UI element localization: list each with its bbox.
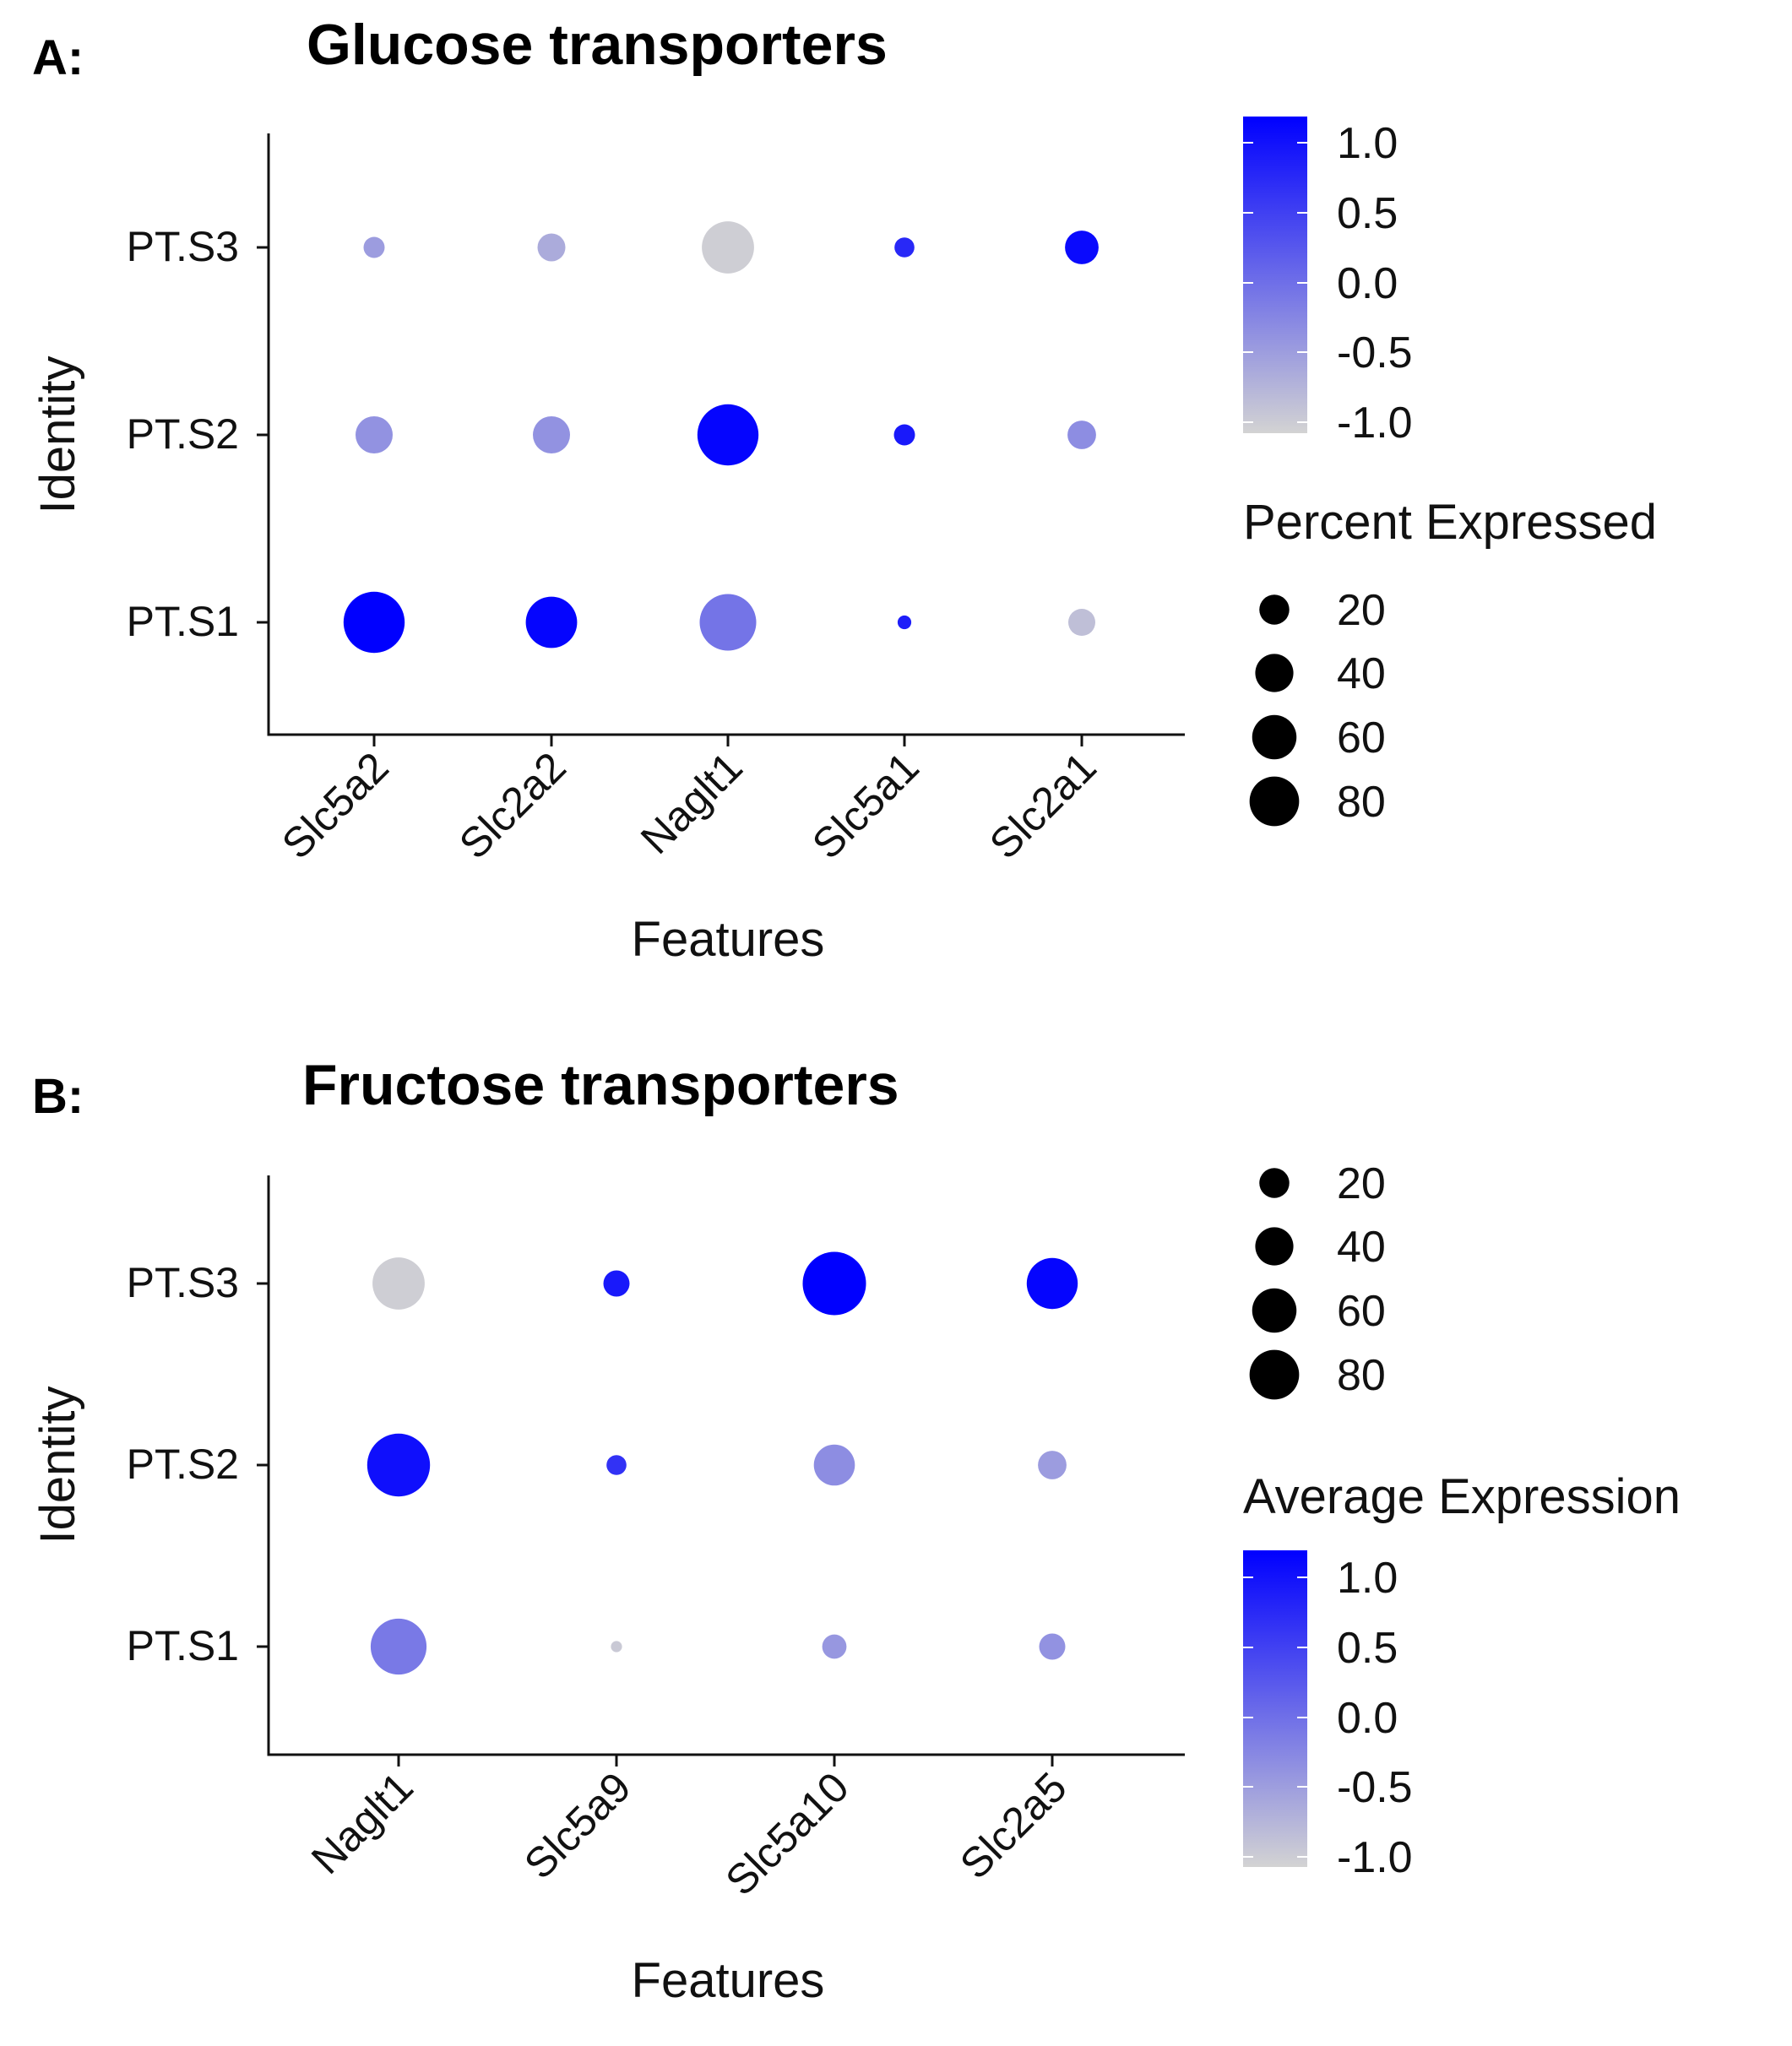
dot-naglt1-pt-s1 <box>370 1618 427 1675</box>
panel-b-color-legend-title: Average Expression <box>1243 1469 1681 1524</box>
panel-b-ytick-label: PT.S1 <box>127 1622 239 1669</box>
dot-slc5a9-pt-s3 <box>603 1270 630 1297</box>
dot-slc5a2-pt-s2 <box>356 416 393 453</box>
panel-b-ytick-label: PT.S2 <box>127 1441 239 1488</box>
panel-b-color-tick: 1.0 <box>1337 1554 1398 1603</box>
panel-b-colorbar-ticks <box>1243 1577 1307 1858</box>
panel-b-dots <box>367 1251 1078 1675</box>
panel-a-color-tick: 0.5 <box>1337 189 1398 238</box>
panel-b-label: B: <box>32 1069 84 1124</box>
dot-slc5a2-pt-s3 <box>363 236 385 258</box>
panel-a-color-tick: -1.0 <box>1337 399 1413 448</box>
panel-a-colorbar-ticks <box>1243 142 1307 423</box>
dot-slc2a1-pt-s1 <box>1068 609 1095 636</box>
dot-slc5a9-pt-s2 <box>606 1455 627 1475</box>
dot-slc2a5-pt-s2 <box>1038 1451 1067 1479</box>
panel-a-y-ticks <box>257 246 269 624</box>
dot-slc2a5-pt-s3 <box>1026 1257 1078 1310</box>
panel-a-axes <box>267 133 1185 736</box>
panel-a-xtick-label: Slc5a2 <box>273 743 398 868</box>
size-legend-dot <box>1249 1349 1300 1400</box>
panel-b-xtick-label: Naglt1 <box>302 1763 422 1883</box>
dot-slc2a2-pt-s1 <box>525 596 578 649</box>
size-legend-dot <box>1259 594 1290 625</box>
dot-slc5a1-pt-s1 <box>897 615 912 630</box>
panel-b-size-legend: 20 40 60 80 <box>1249 1159 1386 1400</box>
panel-a-size-legend-title: Percent Expressed <box>1243 495 1657 550</box>
dot-slc5a1-pt-s2 <box>893 424 915 446</box>
panel-a-size-value: 20 <box>1337 586 1386 635</box>
dot-slc2a1-pt-s2 <box>1067 421 1096 449</box>
panel-b-y-ticks <box>257 1282 269 1648</box>
panel-b: B: Fructose transporters PT.S1 PT.S2 PT.… <box>30 1053 1681 2008</box>
panel-b-xtick-label: Slc5a10 <box>716 1763 857 1904</box>
panel-a-ytick-label: PT.S1 <box>127 598 239 645</box>
panel-b-x-axis-title: Features <box>632 1953 825 2008</box>
dot-slc2a2-pt-s3 <box>537 233 566 262</box>
panel-a-size-value: 80 <box>1337 778 1386 827</box>
panel-b-size-value: 80 <box>1337 1351 1386 1400</box>
panel-b-size-value: 40 <box>1337 1223 1386 1272</box>
dot-slc5a1-pt-s3 <box>894 237 915 258</box>
panel-b-colorbar <box>1243 1550 1307 1867</box>
panel-b-color-tick: -0.5 <box>1337 1763 1413 1812</box>
panel-b-size-value: 20 <box>1337 1159 1386 1208</box>
panel-a-size-value: 40 <box>1337 649 1386 698</box>
panel-a-ytick-label: PT.S2 <box>127 410 239 458</box>
panel-a-colorbar <box>1243 117 1307 433</box>
panel-a-color-tick: 1.0 <box>1337 119 1398 168</box>
panel-a-xtick-label: Naglt1 <box>632 743 752 863</box>
panel-a-xtick-label: Slc2a1 <box>980 743 1105 868</box>
panel-a-color-legend: 1.0 0.5 0.0 -0.5 -1.0 <box>1243 117 1413 448</box>
panel-a-color-tick: -0.5 <box>1337 328 1413 377</box>
panel-b-title: Fructose transporters <box>302 1053 899 1117</box>
panel-a-xtick-label: Slc5a1 <box>803 743 928 868</box>
panel-a-x-ticks <box>372 735 1083 746</box>
panel-b-ytick-label: PT.S3 <box>127 1259 239 1306</box>
panel-a-xtick-label: Slc2a2 <box>450 743 575 868</box>
dot-slc5a10-pt-s3 <box>802 1251 866 1316</box>
dot-naglt1-pt-s2 <box>697 404 759 466</box>
panel-a-size-legend: Percent Expressed 20 40 60 80 <box>1243 495 1657 827</box>
size-legend-dot <box>1259 1168 1290 1198</box>
panel-b-color-legend: Average Expression 1.0 0.5 0.0 -0.5 -1.0 <box>1243 1469 1681 1882</box>
dot-slc5a9-pt-s1 <box>611 1641 622 1653</box>
panel-a: A: Glucose transporters PT.S1 PT.S2 PT.S… <box>30 13 1657 967</box>
panel-a-y-axis-title: Identity <box>30 356 85 514</box>
panel-a-dots <box>343 221 1099 654</box>
dot-slc2a1-pt-s3 <box>1065 231 1099 264</box>
dot-naglt1-pt-s3 <box>702 221 754 274</box>
dot-naglt1-pt-s1 <box>699 594 757 651</box>
dot-slc5a2-pt-s1 <box>343 591 405 654</box>
dot-slc5a10-pt-s2 <box>813 1444 855 1486</box>
panel-a-title: Glucose transporters <box>307 13 888 77</box>
panel-b-color-tick: 0.0 <box>1337 1694 1398 1743</box>
panel-a-ytick-label: PT.S3 <box>127 223 239 270</box>
panel-b-color-tick: -1.0 <box>1337 1833 1413 1882</box>
size-legend-dot <box>1252 714 1297 760</box>
dot-naglt1-pt-s2 <box>367 1433 431 1497</box>
size-legend-dot <box>1249 776 1300 827</box>
panel-b-axes <box>267 1175 1185 1756</box>
panel-b-size-legend-dots <box>1249 1168 1300 1400</box>
panel-a-x-axis-title: Features <box>632 912 825 967</box>
panel-a-label: A: <box>32 30 84 85</box>
dot-naglt1-pt-s3 <box>372 1257 425 1310</box>
size-legend-dot <box>1252 1288 1297 1333</box>
dot-slc5a10-pt-s1 <box>822 1634 847 1659</box>
panel-b-size-value: 60 <box>1337 1287 1386 1336</box>
dot-slc2a2-pt-s2 <box>533 416 570 453</box>
panel-b-color-tick: 0.5 <box>1337 1624 1398 1673</box>
dot-slc2a5-pt-s1 <box>1039 1633 1066 1660</box>
size-legend-dot <box>1255 1227 1294 1266</box>
panel-b-xtick-label: Slc2a5 <box>951 1763 1076 1888</box>
panel-a-size-legend-dots <box>1249 594 1300 827</box>
panel-b-y-axis-title: Identity <box>30 1387 85 1544</box>
panel-a-color-tick: 0.0 <box>1337 259 1398 308</box>
panel-b-xtick-label: Slc5a9 <box>515 1763 640 1888</box>
panel-b-x-ticks <box>397 1755 1054 1767</box>
size-legend-dot <box>1255 654 1294 692</box>
panel-a-size-value: 60 <box>1337 714 1386 763</box>
